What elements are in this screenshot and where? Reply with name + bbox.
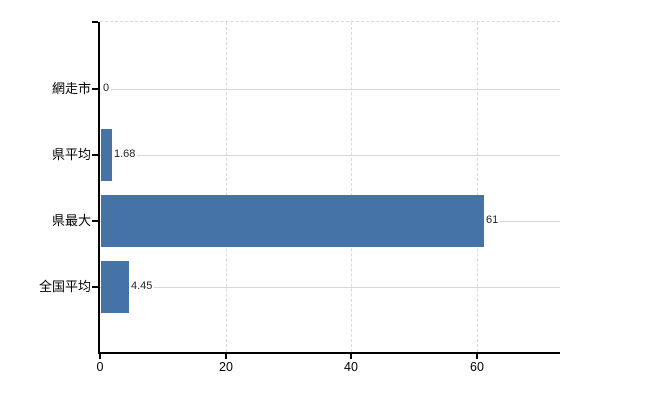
y-axis-tick bbox=[92, 21, 98, 23]
value-label: 61 bbox=[484, 213, 501, 228]
category-gridline bbox=[100, 155, 560, 156]
category-gridline bbox=[100, 89, 560, 90]
x-axis-tick bbox=[99, 354, 101, 359]
x-axis-tick-label: 40 bbox=[344, 360, 358, 374]
x-axis-tick bbox=[225, 354, 227, 359]
vertical-gridline bbox=[351, 22, 352, 352]
vertical-gridline bbox=[226, 22, 227, 352]
category-label: 県平均 bbox=[51, 147, 91, 162]
y-axis-tick bbox=[92, 154, 98, 156]
category-label: 県最大 bbox=[51, 213, 91, 228]
x-axis-tick bbox=[476, 354, 478, 359]
x-axis-tick-label: 60 bbox=[470, 360, 484, 374]
y-axis-tick bbox=[92, 220, 98, 222]
y-axis-tick bbox=[92, 88, 98, 90]
value-label: 0 bbox=[101, 81, 112, 96]
x-axis bbox=[98, 352, 560, 354]
value-label: 4.45 bbox=[129, 279, 155, 294]
category-gridline bbox=[100, 287, 560, 288]
vertical-gridline bbox=[477, 22, 478, 352]
x-axis-tick-label: 20 bbox=[219, 360, 233, 374]
value-label: 1.68 bbox=[112, 147, 138, 162]
plot-top-border bbox=[100, 21, 560, 22]
bar bbox=[101, 261, 129, 313]
x-axis-tick bbox=[350, 354, 352, 359]
y-axis-tick bbox=[92, 286, 98, 288]
bar bbox=[101, 195, 484, 247]
y-axis bbox=[98, 22, 100, 354]
bar bbox=[101, 129, 112, 181]
category-label: 網走市 bbox=[51, 81, 91, 96]
category-label: 全国平均 bbox=[38, 279, 91, 294]
x-axis-tick-label: 0 bbox=[96, 360, 104, 374]
